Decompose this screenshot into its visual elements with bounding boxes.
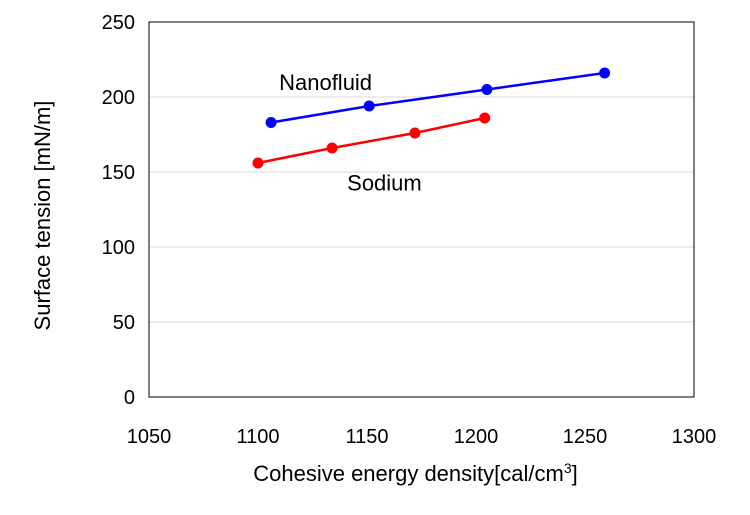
nanofluid-series-label: Nanofluid [279, 70, 372, 95]
y-tick-labels: 0 50 100 150 200 250 [102, 12, 135, 409]
y-tick-label-0: 0 [124, 387, 135, 409]
series-group [252, 67, 611, 169]
x-tick-label-1100: 1100 [236, 426, 279, 448]
y-tick-label-250: 250 [102, 12, 135, 34]
plot-area-frame [148, 21, 695, 398]
sodium-point-1 [252, 157, 264, 169]
y-axis-title: Surface tension [mN/m] [30, 101, 55, 331]
y-tick-label-100: 100 [102, 237, 135, 259]
nanofluid-point-4 [599, 67, 611, 79]
sodium-point-2 [326, 142, 338, 154]
nanofluid-point-3 [481, 84, 493, 95]
x-tick-label-1150: 1150 [345, 426, 388, 448]
sodium-series-line [257, 116, 485, 165]
x-tick-label-1250: 1250 [563, 426, 608, 448]
nanofluid-point-2 [363, 100, 375, 112]
x-tick-labels: 1050 1100 1150 1200 1250 1300 [127, 426, 717, 448]
nanofluid-point-1 [265, 117, 277, 128]
y-tick-label-150: 150 [102, 162, 135, 184]
x-axis-title: Cohesive energy density[cal/cm3] [253, 460, 578, 486]
y-tick-label-200: 200 [102, 87, 135, 109]
series-labels: Nanofluid Sodium [279, 70, 422, 196]
sodium-point-4 [479, 112, 491, 124]
x-tick-label-1050: 1050 [127, 426, 172, 448]
nanofluid-series-line [270, 71, 605, 124]
sodium-point-3 [409, 127, 421, 139]
y-tick-label-50: 50 [113, 312, 135, 334]
sodium-series-label: Sodium [347, 171, 422, 196]
x-tick-label-1200: 1200 [454, 426, 499, 448]
x-tick-label-1300: 1300 [672, 426, 717, 448]
